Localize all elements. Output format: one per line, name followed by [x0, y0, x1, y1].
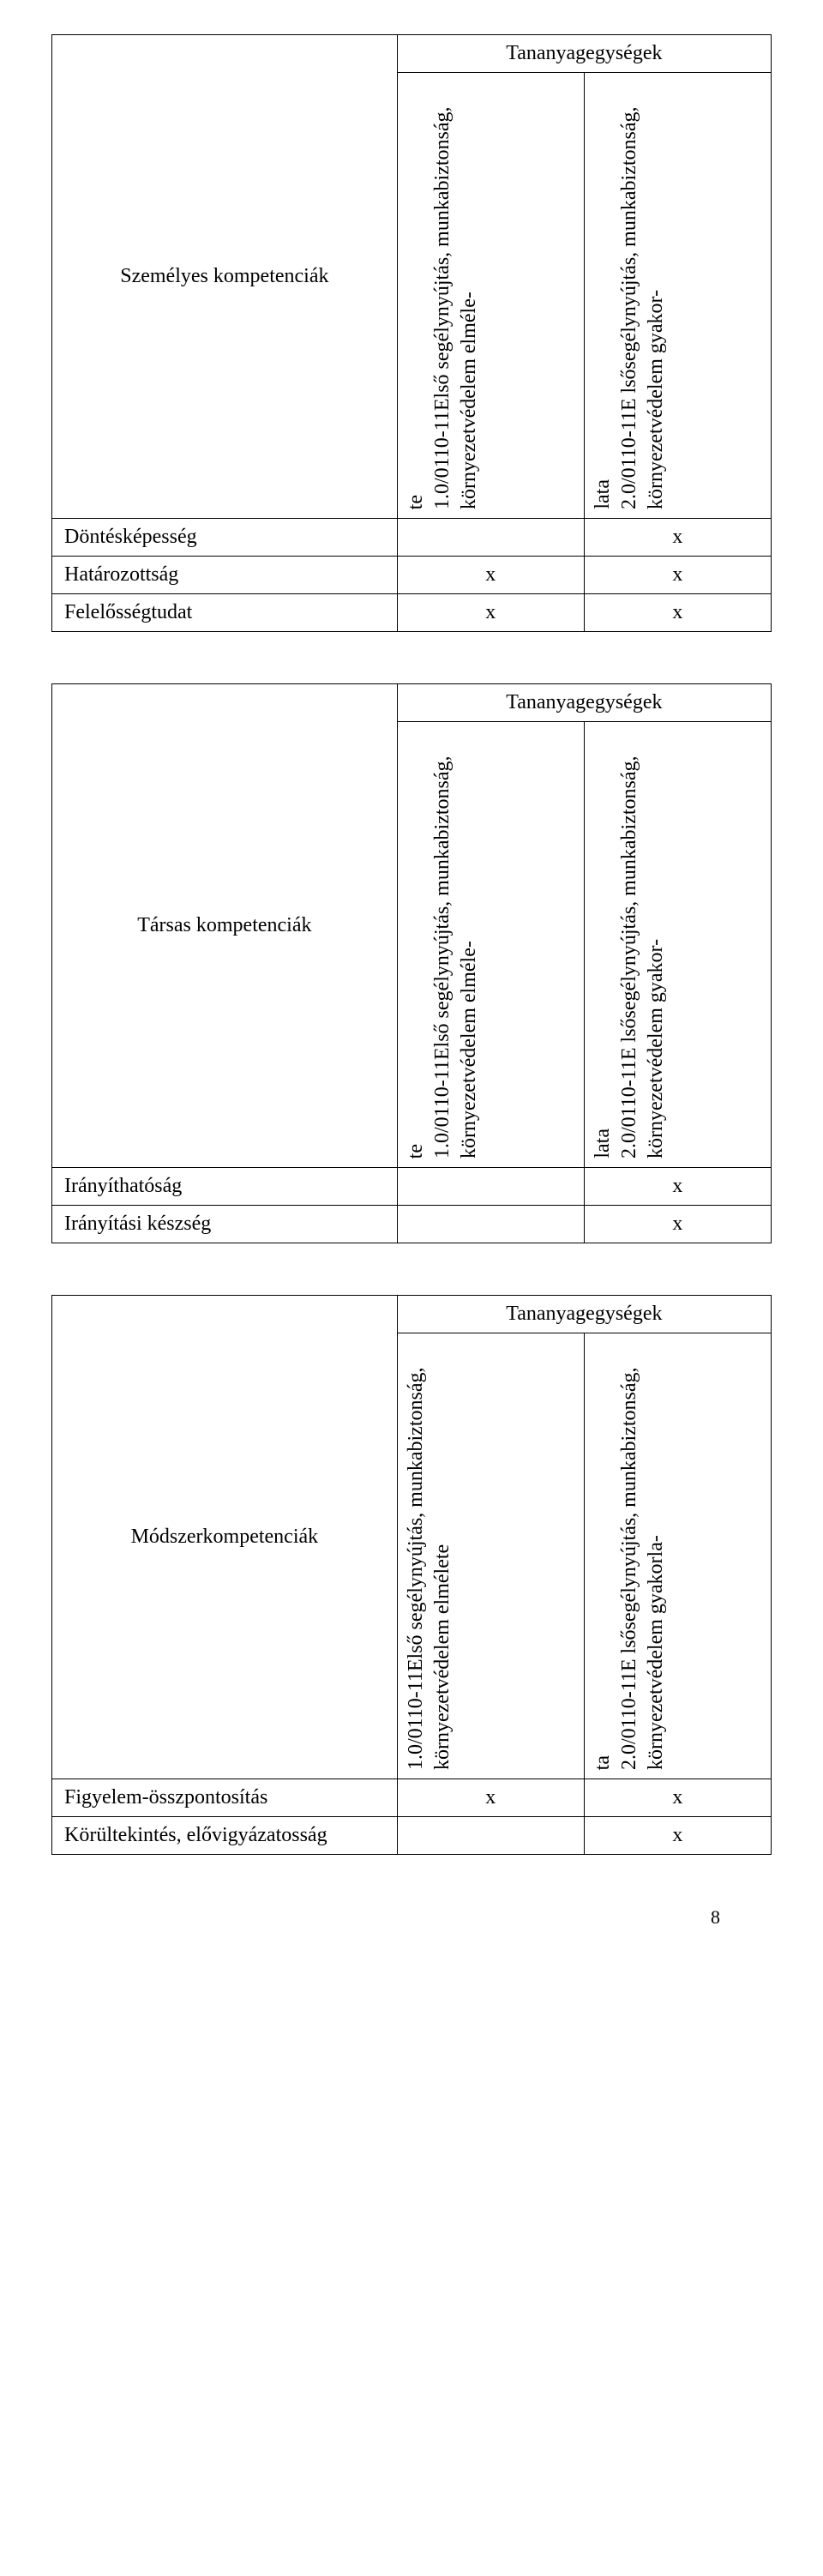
table-row: Figyelem-összpontosítás x x — [52, 1779, 772, 1817]
competency-table-1: Személyes kompetenciák Tananyagegységek … — [51, 34, 772, 632]
table-row: Határozottság x x — [52, 557, 772, 594]
competency-table-3: Módszerkompetenciák Tananyagegységek 1.0… — [51, 1295, 772, 1855]
left-header-1: Személyes kompetenciák — [52, 35, 398, 519]
col2-header-1: lata 2.0/0110-11E lsősegélynyújtás, munk… — [584, 73, 771, 519]
table-row: Irányíthatóság x — [52, 1168, 772, 1206]
top-header-1: Tananyagegységek — [397, 35, 771, 73]
left-header-2: Társas kompetenciák — [52, 684, 398, 1168]
col1-header-2: te 1.0/0110-11Első segélynyújtás, munkab… — [397, 722, 584, 1168]
col2-header-3: ta 2.0/0110-11E lsősegélynyújtás, munkab… — [584, 1333, 771, 1779]
table-row: Irányítási készség x — [52, 1206, 772, 1243]
left-header-3: Módszerkompetenciák — [52, 1296, 398, 1779]
table-row: Döntésképesség x — [52, 519, 772, 557]
col1-header-1: te 1.0/0110-11Első segélynyújtás, munkab… — [397, 73, 584, 519]
competency-table-2: Társas kompetenciák Tananyagegységek te … — [51, 683, 772, 1243]
col2-header-2: lata 2.0/0110-11E lsősegélynyújtás, munk… — [584, 722, 771, 1168]
col1-header-3: 1.0/0110-11Első segélynyújtás, munkabizt… — [397, 1333, 584, 1779]
top-header-2: Tananyagegységek — [397, 684, 771, 722]
table-row: Felelősségtudat x x — [52, 594, 772, 632]
top-header-3: Tananyagegységek — [397, 1296, 771, 1333]
page-number: 8 — [51, 1906, 772, 1929]
table-row: Körültekintés, elővigyázatosság x — [52, 1817, 772, 1855]
